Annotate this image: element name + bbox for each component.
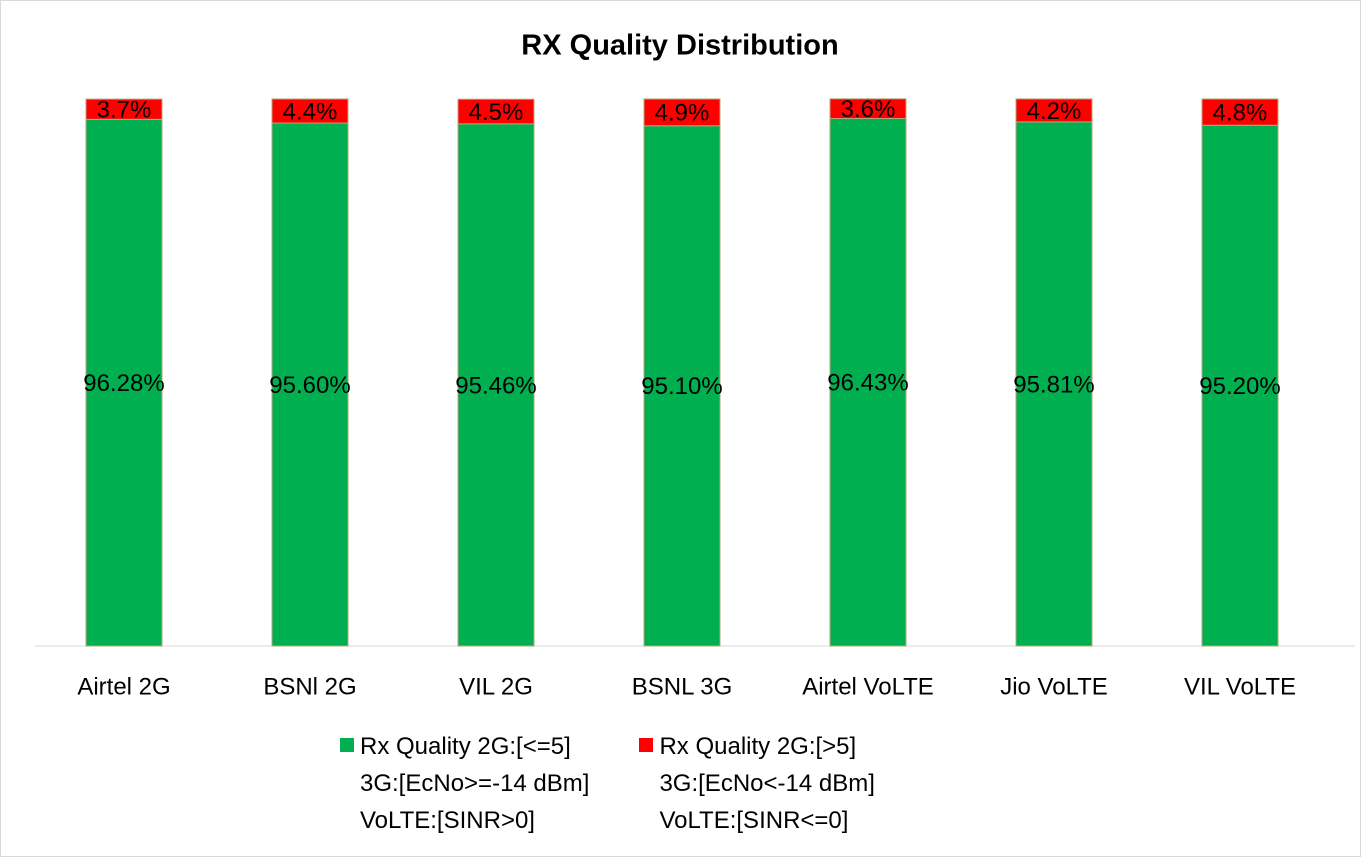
- data-label: 96.43%: [827, 370, 908, 397]
- legend-swatch: [340, 738, 354, 752]
- x-tick-label: Jio VoLTE: [1000, 673, 1108, 700]
- legend-swatch: [639, 738, 654, 752]
- data-label: 95.60%: [269, 372, 350, 399]
- legend-item: Rx Quality 2G:[>5] 3G:[EcNo<-14 dBm] VoL…: [639, 728, 875, 839]
- bar-segment: [643, 98, 721, 127]
- data-label: 4.2%: [1027, 98, 1082, 125]
- bar-segment: [457, 98, 535, 125]
- x-tick-label: Airtel VoLTE: [802, 673, 934, 700]
- data-label: 4.5%: [469, 99, 524, 126]
- x-tick-label: VIL VoLTE: [1184, 673, 1296, 700]
- bar-segment: [271, 122, 349, 647]
- bar-segment: [271, 98, 349, 124]
- data-label: 3.6%: [841, 96, 896, 123]
- legend-item: Rx Quality 2G:[<=5] 3G:[EcNo>=-14 dBm] V…: [340, 728, 589, 839]
- x-tick-label: BSNL 3G: [632, 673, 733, 700]
- x-tick-label: BSNl 2G: [263, 673, 356, 700]
- x-tick-label: Airtel 2G: [77, 673, 170, 700]
- data-label: 95.20%: [1199, 373, 1280, 400]
- data-label: 4.8%: [1213, 99, 1268, 126]
- data-label: 95.81%: [1013, 371, 1094, 398]
- legend-label: Rx Quality 2G:[<=5] 3G:[EcNo>=-14 dBm] V…: [360, 733, 590, 834]
- bar-segment: [643, 125, 721, 647]
- bar-segment: [85, 98, 163, 120]
- bar-segment: [1015, 121, 1093, 647]
- bar-segment: [1201, 124, 1279, 647]
- legend-label: Rx Quality 2G:[>5] 3G:[EcNo<-14 dBm] VoL…: [659, 733, 875, 834]
- bar-segment: [829, 118, 907, 647]
- bar-segment: [457, 123, 535, 647]
- bar-segment: [1201, 98, 1279, 126]
- chart-title: RX Quality Distribution: [521, 30, 838, 62]
- x-tick-label: VIL 2G: [459, 673, 533, 700]
- bar-segment: [85, 118, 163, 647]
- bar-segment: [1015, 98, 1093, 123]
- data-label: 95.10%: [641, 373, 722, 400]
- data-label: 95.46%: [455, 372, 536, 399]
- data-label: 4.9%: [655, 100, 710, 127]
- data-label: 4.4%: [283, 98, 338, 125]
- data-label: 96.28%: [83, 370, 164, 397]
- data-label: 3.7%: [97, 97, 152, 124]
- bar-segment: [829, 98, 907, 120]
- legend: Rx Quality 2G:[<=5] 3G:[EcNo>=-14 dBm] V…: [340, 728, 875, 839]
